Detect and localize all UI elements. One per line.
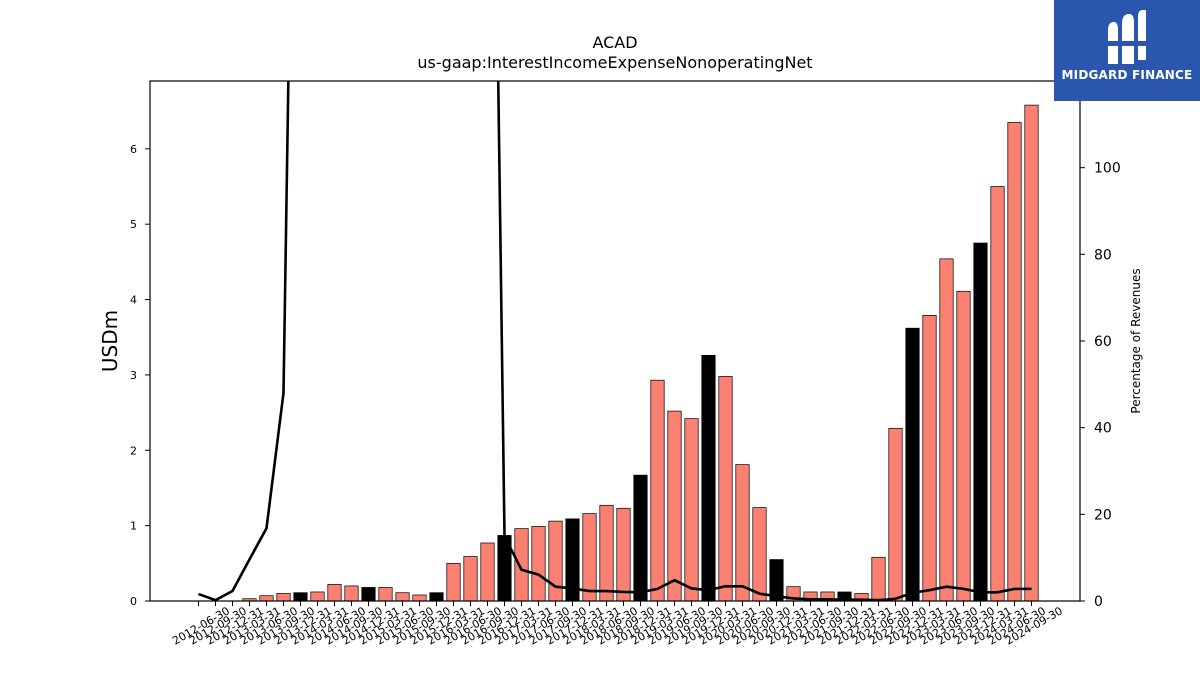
bar-2024-06-30 [1007,122,1022,602]
bar-2023-12-31 [973,242,988,602]
bar-2016-03-31 [446,562,461,602]
bar-2014-09-30 [344,585,359,602]
y2-tick-label: 80 [1094,247,1112,263]
bar-2019-09-30 [684,418,699,602]
bar-2022-09-30 [888,428,903,602]
y-tick-label: 5 [130,218,137,231]
bar-2023-03-31 [922,315,937,602]
bar-2014-12-31 [361,587,376,602]
bar-2022-12-31 [905,327,920,602]
bar-2015-09-30 [412,594,427,602]
bars-layer [242,104,1039,602]
y-tick-label: 6 [130,143,137,156]
line-layer [198,81,1032,601]
midgard-logo-icon [1106,10,1148,64]
bar-2016-09-30 [480,542,495,602]
x-axis: 2012-06-302012-09-302012-12-312013-03-31… [170,601,1065,648]
y2-tick-label: 0 [1094,594,1103,610]
bar-2018-09-30 [616,507,631,602]
y-tick-label: 0 [130,595,137,608]
bar-2014-06-30 [327,584,342,602]
bar-2016-06-30 [463,556,478,602]
bar-2017-06-30 [531,526,546,602]
y-tick-label: 3 [130,369,137,382]
bar-2018-12-31 [633,474,648,602]
y2-tick-label: 100 [1094,161,1121,177]
bar-2014-03-31 [310,591,325,602]
bar-2018-03-31 [582,513,597,602]
chart-subtitle: us-gaap:InterestIncomeExpenseNonoperatin… [417,53,812,72]
bar-2018-06-30 [599,504,614,602]
bar-2024-09-30 [1024,104,1039,602]
brand-name: MIDGARD FINANCE [1061,68,1193,82]
chart-title: ACAD [592,33,637,52]
bar-2015-03-31 [378,587,393,602]
y2-tick-label: 40 [1094,421,1112,437]
bar-2019-12-31 [701,354,716,602]
bar-2024-03-31 [990,186,1005,602]
bar-2022-06-30 [871,556,886,602]
bar-2013-06-30 [259,595,274,602]
y-tick-label: 1 [130,520,137,533]
y2-axis-label: Percentage of Revenues [1129,268,1143,413]
y-axis-left: 0 1 2 3 4 5 6 [130,143,150,608]
bar-2015-06-30 [395,592,410,602]
brand-logo: MIDGARD FINANCE [1054,0,1200,101]
percentage-of-revenues-line [198,81,1032,601]
y-axis-label: USDm [98,310,122,372]
bar-2015-12-31 [429,592,444,602]
y-tick-label: 4 [130,294,137,307]
bar-2013-12-31 [293,592,308,602]
y2-tick-label: 60 [1094,334,1112,350]
bar-2023-09-30 [956,290,971,602]
y2-tick-label: 20 [1094,507,1112,523]
bar-2023-06-30 [939,258,954,602]
bar-2019-03-31 [650,379,665,602]
bar-2017-09-30 [548,520,563,602]
bar-2020-03-31 [718,376,733,602]
bar-2017-03-31 [514,528,529,602]
bar-2020-06-30 [735,464,750,602]
y-axis-right: 0 20 40 60 80 100 [1080,161,1121,610]
bar-2019-06-30 [667,410,682,602]
bar-2020-09-30 [752,507,767,602]
y-tick-label: 2 [130,444,137,457]
bar-2013-09-30 [276,593,291,602]
